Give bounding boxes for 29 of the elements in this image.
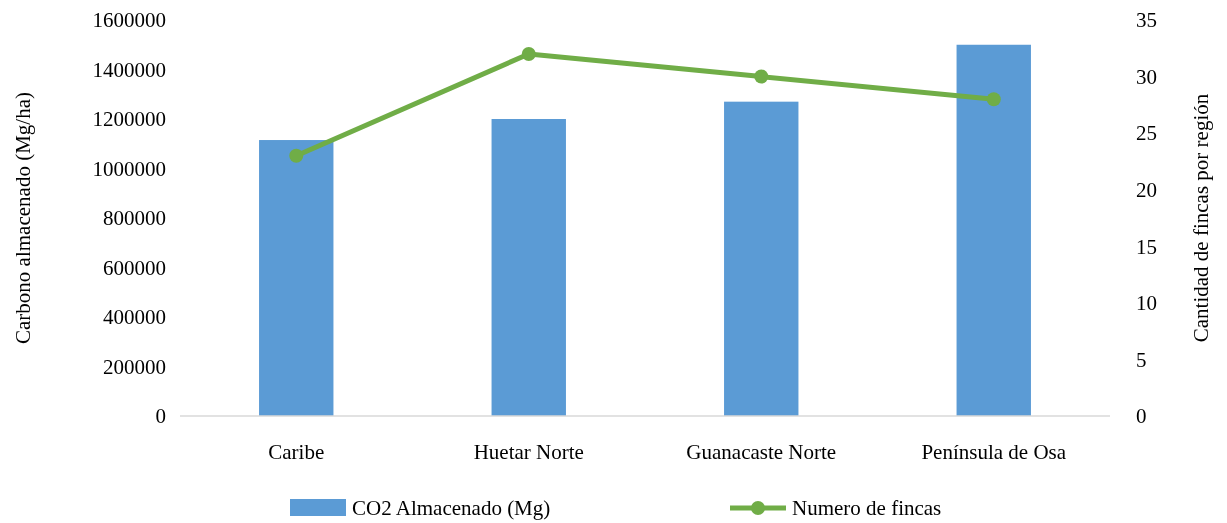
y-tick-label: 800000 [103, 206, 166, 231]
y2-tick-label: 10 [1136, 291, 1157, 316]
point [289, 148, 304, 163]
y-tick-label: 0 [155, 404, 166, 429]
y-tick-label: 1600000 [92, 8, 166, 33]
y2-tick-label: 25 [1136, 121, 1157, 146]
y2-tick-label: 30 [1136, 64, 1157, 89]
y2-tick-label: 20 [1136, 178, 1157, 203]
y-tick-label: 1400000 [92, 57, 166, 82]
y-tick-label: 400000 [103, 305, 166, 330]
x-tick-label: Huetar Norte [473, 440, 584, 464]
y-axis-title: Carbono almacenado (Mg/ha) [11, 92, 35, 344]
y-tick-label: 1200000 [92, 107, 166, 132]
y2-tick-label: 15 [1136, 234, 1157, 259]
legend-label: Numero de fincas [792, 496, 942, 521]
y-tick-label: 600000 [103, 255, 166, 280]
y2-tick-label: 5 [1136, 347, 1147, 372]
legend-label: CO2 Almacenado (Mg) [352, 496, 551, 521]
point [986, 92, 1001, 107]
point [521, 46, 536, 61]
x-tick-label: Península de Osa [921, 440, 1067, 464]
y2-tick-label: 35 [1136, 8, 1157, 33]
y-tick-label: 1000000 [92, 156, 166, 181]
point [754, 69, 769, 84]
x-tick-label: Guanacaste Norte [686, 440, 837, 464]
y2-axis-title: Cantidad de fincas por región [1189, 93, 1213, 343]
y-tick-label: 200000 [103, 354, 166, 379]
y2-tick-label: 0 [1136, 404, 1147, 429]
x-tick-label: Caribe [268, 440, 325, 464]
